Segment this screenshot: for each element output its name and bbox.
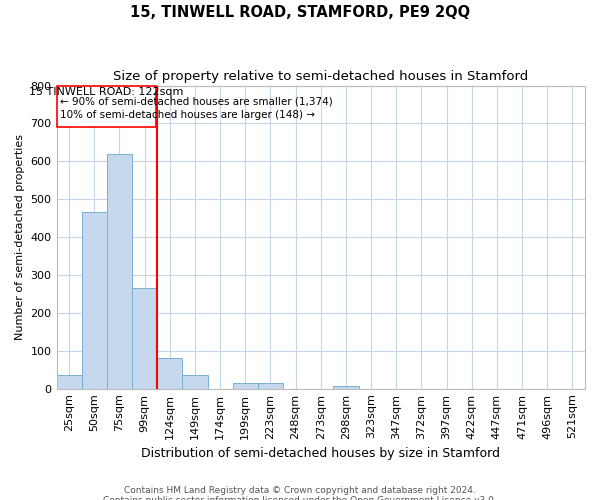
Text: 10% of semi-detached houses are larger (148) →: 10% of semi-detached houses are larger (… [61,110,316,120]
Text: ← 90% of semi-detached houses are smaller (1,374): ← 90% of semi-detached houses are smalle… [61,96,333,106]
Bar [56,376,82,388]
Bar [132,288,157,388]
Text: Contains HM Land Registry data © Crown copyright and database right 2024.: Contains HM Land Registry data © Crown c… [124,486,476,495]
Title: Size of property relative to semi-detached houses in Stamford: Size of property relative to semi-detach… [113,70,529,83]
Bar [258,383,283,388]
Bar [107,154,132,388]
Bar [82,212,107,388]
Bar [56,86,156,127]
Bar [182,376,208,388]
X-axis label: Distribution of semi-detached houses by size in Stamford: Distribution of semi-detached houses by … [141,447,500,460]
Text: 15 TINWELL ROAD: 122sqm: 15 TINWELL ROAD: 122sqm [29,87,184,97]
Bar [334,386,359,388]
Y-axis label: Number of semi-detached properties: Number of semi-detached properties [15,134,25,340]
Bar [157,358,182,388]
Bar [233,383,258,388]
Text: 15, TINWELL ROAD, STAMFORD, PE9 2QQ: 15, TINWELL ROAD, STAMFORD, PE9 2QQ [130,5,470,20]
Text: Contains public sector information licensed under the Open Government Licence v3: Contains public sector information licen… [103,496,497,500]
